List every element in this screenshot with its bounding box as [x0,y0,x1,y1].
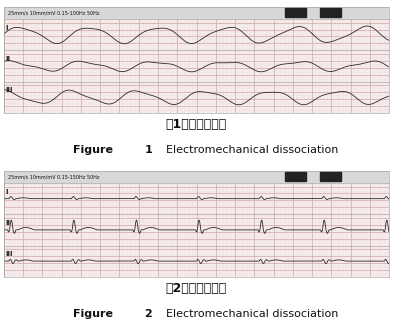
Text: 图2　电机械分离: 图2 电机械分离 [166,282,227,295]
Text: 25mm/s 10mm/mV 0.15-150Hz 50Hz: 25mm/s 10mm/mV 0.15-150Hz 50Hz [8,174,99,179]
Bar [320,9,341,17]
Text: Figure: Figure [73,309,113,319]
Bar [285,173,306,181]
Text: I: I [6,25,8,31]
Bar [285,9,306,17]
Text: II: II [6,220,11,226]
Text: Electromechanical dissociation: Electromechanical dissociation [166,145,338,155]
Bar [320,173,341,181]
Text: II: II [6,56,11,62]
Text: Electromechanical dissociation: Electromechanical dissociation [166,309,338,319]
Text: Figure: Figure [73,145,113,155]
Text: 图1　电机械分离: 图1 电机械分离 [166,118,227,131]
Text: III: III [6,251,13,257]
Text: I: I [6,189,8,195]
Text: III: III [6,87,13,93]
Text: 25mm/s 10mm/mV 0.15-100Hz 50Hz: 25mm/s 10mm/mV 0.15-100Hz 50Hz [8,10,99,16]
Text: 2: 2 [145,309,152,319]
Text: 1: 1 [145,145,152,155]
